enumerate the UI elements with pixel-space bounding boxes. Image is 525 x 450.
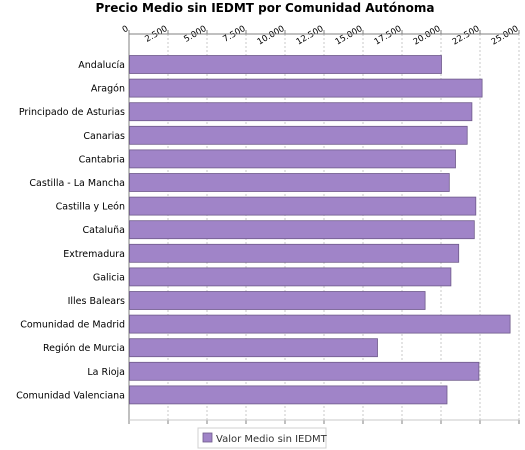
bar	[129, 385, 448, 405]
x-tick-label: 25.000	[490, 24, 521, 48]
category-label: Cantabria	[79, 154, 125, 165]
x-tick-label: 12.500	[295, 24, 326, 48]
bar	[129, 243, 460, 263]
bar	[129, 55, 442, 74]
x-tick-label: 17.500	[373, 24, 404, 48]
legend-swatch	[202, 432, 213, 443]
bar	[129, 361, 480, 381]
category-label: Región de Murcia	[43, 343, 125, 354]
bar	[129, 338, 378, 358]
category-label: Canarias	[83, 131, 125, 142]
legend: Valor Medio sin IEDMT	[197, 427, 328, 449]
legend-label: Valor Medio sin IEDMT	[216, 434, 328, 445]
category-label: Castilla y León	[56, 202, 125, 213]
bar	[129, 173, 450, 192]
bar	[129, 102, 473, 122]
bar	[129, 291, 426, 310]
category-label: Illes Balears	[68, 296, 125, 307]
x-tick-label: 0	[121, 24, 131, 35]
x-tick-label: 15.000	[334, 24, 365, 48]
x-tick-label: 20.000	[412, 24, 443, 48]
bar	[129, 125, 468, 145]
category-label: Aragón	[91, 84, 125, 95]
bar	[129, 78, 483, 98]
category-label: La Rioja	[87, 367, 125, 378]
category-label: Andalucía	[78, 60, 125, 71]
bar	[129, 149, 456, 169]
x-tick-label: 22.500	[451, 24, 482, 48]
bar	[129, 220, 475, 240]
x-tick-label: 10.000	[256, 24, 287, 48]
bars	[129, 55, 511, 405]
category-label: Castilla - La Mancha	[29, 178, 125, 189]
category-label: Galicia	[93, 272, 125, 283]
category-label: Cataluña	[82, 225, 125, 236]
bar	[129, 314, 511, 334]
bar	[129, 267, 452, 287]
bar	[129, 196, 477, 216]
legend-box	[197, 427, 327, 449]
category-label: Extremadura	[63, 249, 125, 260]
category-label: Comunidad de Madrid	[20, 320, 125, 331]
category-label: Comunidad Valenciana	[16, 390, 125, 401]
category-label: Principado de Asturias	[19, 107, 125, 118]
chart-title: Precio Medio sin IEDMT por Comunidad Aut…	[96, 1, 435, 15]
